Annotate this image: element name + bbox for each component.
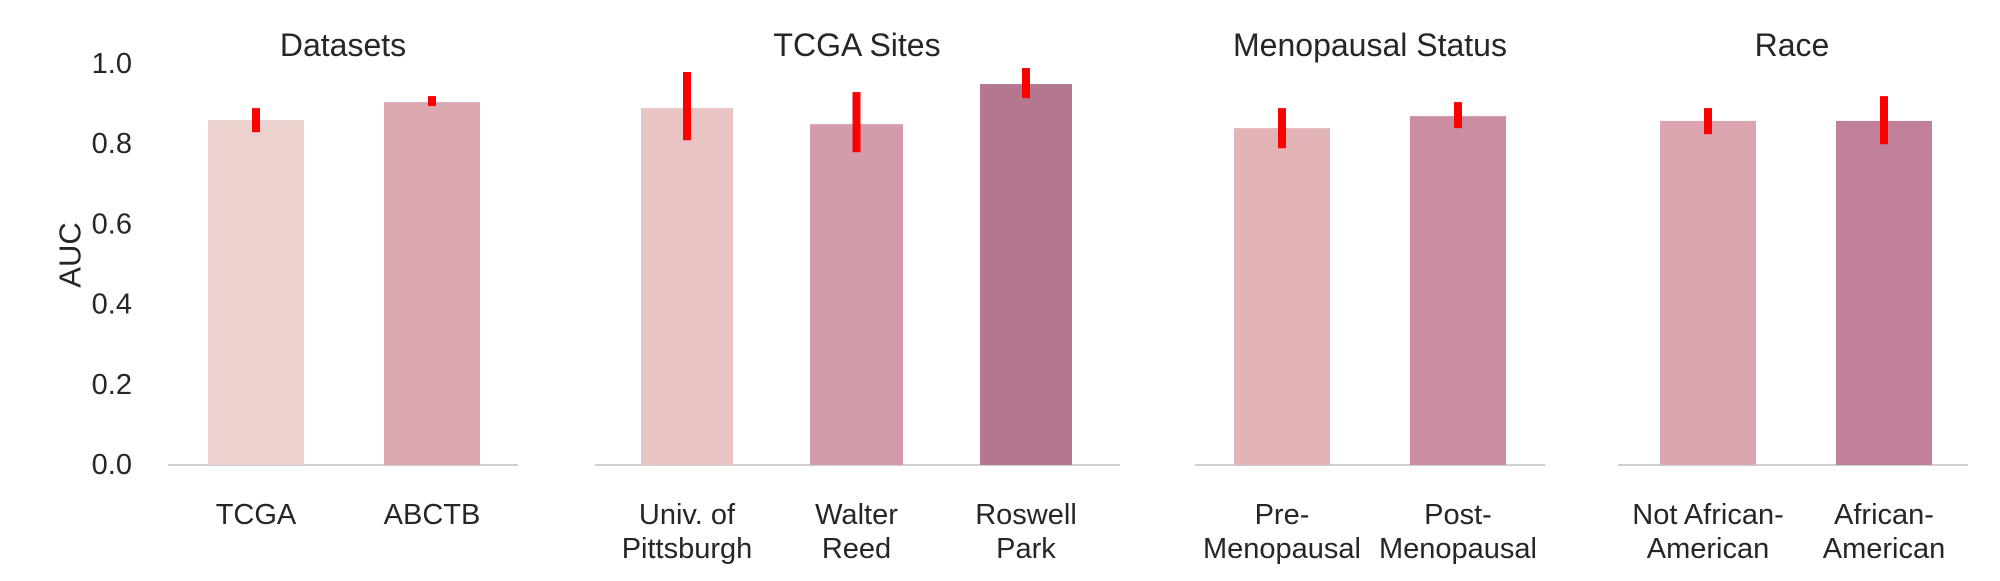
bar (1836, 120, 1932, 465)
bar (810, 124, 903, 466)
x-tick-label: American (1647, 533, 1770, 565)
y-tick-label: 1.0 (92, 48, 132, 80)
x-tick-label: TCGA (216, 499, 297, 531)
panel-title: TCGA Sites (773, 27, 940, 63)
panel-title: Menopausal Status (1233, 27, 1507, 63)
bar (1410, 116, 1506, 465)
panel-title: Race (1755, 27, 1830, 63)
x-tick-label: Roswell (975, 499, 1077, 531)
y-tick-label: 0.4 (92, 289, 132, 321)
bar (1660, 120, 1756, 465)
x-tick-label: Walter (815, 499, 898, 531)
bar (641, 108, 733, 466)
x-tick-label: Menopausal (1203, 533, 1361, 565)
bar (208, 120, 304, 465)
x-tick-label: Menopausal (1379, 533, 1537, 565)
y-tick-label: 0.8 (92, 128, 132, 160)
y-axis-label: AUC (53, 222, 88, 287)
y-tick-label: 0.2 (92, 369, 132, 401)
x-tick-label: ABCTB (384, 499, 481, 531)
x-tick-label: Post- (1424, 499, 1492, 531)
x-tick-label: African- (1834, 499, 1934, 531)
chart-panel: Menopausal StatusPre-MenopausalPost-Meno… (1195, 27, 1545, 565)
chart-panels: Datasets TCGA ABCTB TCGA Sites Univ. ofPitts… (168, 27, 1968, 565)
x-tick-label: Reed (822, 533, 891, 565)
y-tick-label: 0.6 (92, 208, 132, 240)
x-tick-label: Univ. of (639, 499, 736, 531)
x-tick-label: Park (996, 533, 1056, 565)
bar (1234, 128, 1330, 465)
x-tick-label: Not African- (1632, 499, 1784, 531)
x-tick-label: Pre- (1255, 499, 1310, 531)
chart-panel: Datasets TCGA ABCTB (168, 27, 518, 531)
bar (980, 84, 1072, 466)
bar (384, 102, 480, 465)
panel-title: Datasets (280, 27, 406, 63)
y-axis: 0.0 0.2 0.4 0.6 0.8 1.0 AUC (53, 48, 133, 481)
x-tick-label: Pittsburgh (622, 533, 753, 565)
x-tick-label: American (1823, 533, 1946, 565)
y-tick-label: 0.0 (92, 449, 132, 481)
